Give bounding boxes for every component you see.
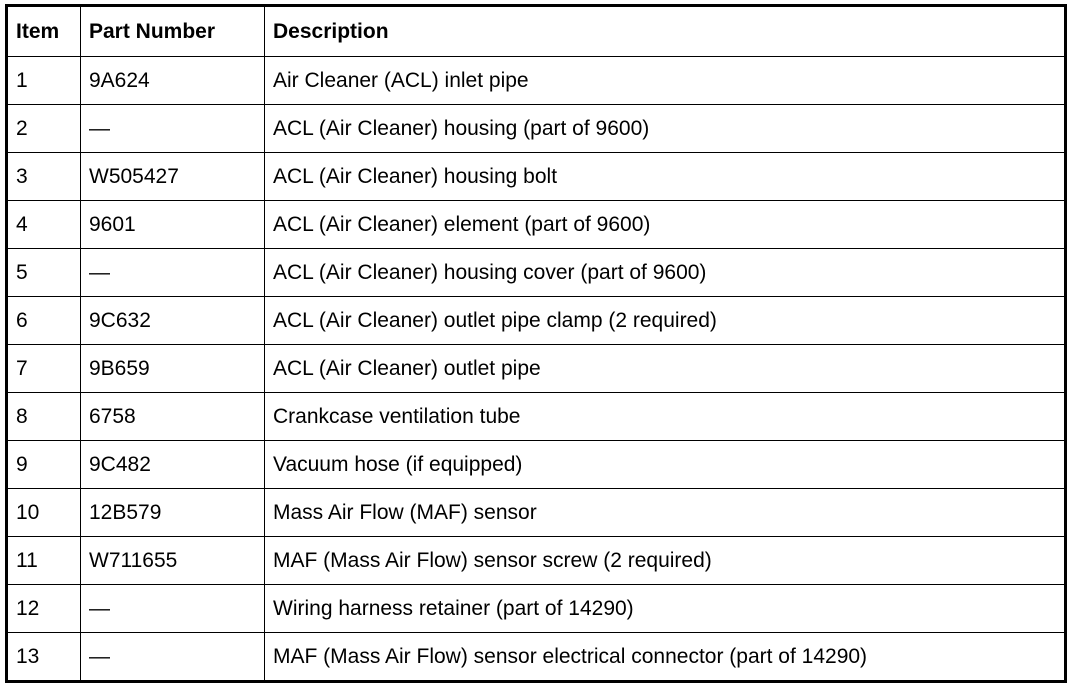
cell-description: Wiring harness retainer (part of 14290): [264, 584, 1066, 633]
cell-item: 9: [6, 440, 81, 489]
table-row: 9 9C482 Vacuum hose (if equipped): [6, 440, 1066, 489]
cell-description: Air Cleaner (ACL) inlet pipe: [264, 56, 1066, 105]
cell-part-number: W711655: [80, 536, 265, 585]
cell-description: ACL (Air Cleaner) housing bolt: [264, 152, 1066, 201]
table-row: 1 9A624 Air Cleaner (ACL) inlet pipe: [6, 56, 1066, 105]
table-row: 4 9601 ACL (Air Cleaner) element (part of …: [6, 200, 1066, 249]
header-description: Description: [264, 5, 1066, 57]
cell-item: 12: [6, 584, 81, 633]
cell-description: Crankcase ventilation tube: [264, 392, 1066, 441]
cell-item: 6: [6, 296, 81, 345]
cell-item: 8: [6, 392, 81, 441]
table-row: 8 6758 Crankcase ventilation tube: [6, 392, 1066, 441]
cell-part-number: 9601: [80, 200, 265, 249]
cell-description: ACL (Air Cleaner) housing (part of 9600): [264, 104, 1066, 153]
cell-part-number: —: [80, 248, 265, 297]
table-header-row: Item Part Number Description: [6, 5, 1066, 57]
table-row: 2— ACL (Air Cleaner) housing (part of 960…: [6, 104, 1066, 153]
cell-description: ACL (Air Cleaner) outlet pipe clamp (2 r…: [264, 296, 1066, 345]
cell-description: Vacuum hose (if equipped): [264, 440, 1066, 489]
cell-part-number: 9A624: [80, 56, 265, 105]
cell-description: ACL (Air Cleaner) element (part of 9600): [264, 200, 1066, 249]
table-row: 6 9C632 ACL (Air Cleaner) outlet pipe clam…: [6, 296, 1066, 345]
table-row: 3 W505427 ACL (Air Cleaner) housing bolt: [6, 152, 1066, 201]
header-part-number: Part Number: [80, 5, 265, 57]
cell-item: 13: [6, 632, 81, 682]
cell-description: MAF (Mass Air Flow) sensor screw (2 requ…: [264, 536, 1066, 585]
cell-item: 11: [6, 536, 81, 585]
table-row: 11 W711655 MAF (Mass Air Flow) sensor scre…: [6, 536, 1066, 585]
cell-item: 3: [6, 152, 81, 201]
cell-part-number: —: [80, 584, 265, 633]
cell-part-number: —: [80, 632, 265, 682]
table-row: 10 12B579 Mass Air Flow (MAF) sensor: [6, 488, 1066, 537]
cell-part-number: 12B579: [80, 488, 265, 537]
cell-item: 4: [6, 200, 81, 249]
cell-description: MAF (Mass Air Flow) sensor electrical co…: [264, 632, 1066, 682]
table-row: 7 9B659 ACL (Air Cleaner) outlet pipe: [6, 344, 1066, 393]
cell-part-number: 6758: [80, 392, 265, 441]
cell-item: 1: [6, 56, 81, 105]
cell-part-number: W505427: [80, 152, 265, 201]
cell-item: 10: [6, 488, 81, 537]
cell-part-number: —: [80, 104, 265, 153]
table-row: 5— ACL (Air Cleaner) housing cover (part …: [6, 248, 1066, 297]
cell-part-number: 9C482: [80, 440, 265, 489]
cell-item: 7: [6, 344, 81, 393]
table-row: 13— MAF (Mass Air Flow) sensor electrical…: [6, 632, 1066, 682]
cell-part-number: 9B659: [80, 344, 265, 393]
cell-item: 5: [6, 248, 81, 297]
cell-description: Mass Air Flow (MAF) sensor: [264, 488, 1066, 537]
cell-item: 2: [6, 104, 81, 153]
header-item: Item: [6, 5, 81, 57]
parts-table: Item Part Number Description 1 9A624 Air C…: [5, 4, 1067, 683]
table-row: 12— Wiring harness retainer (part of 1429…: [6, 584, 1066, 633]
cell-part-number: 9C632: [80, 296, 265, 345]
cell-description: ACL (Air Cleaner) housing cover (part of…: [264, 248, 1066, 297]
cell-description: ACL (Air Cleaner) outlet pipe: [264, 344, 1066, 393]
